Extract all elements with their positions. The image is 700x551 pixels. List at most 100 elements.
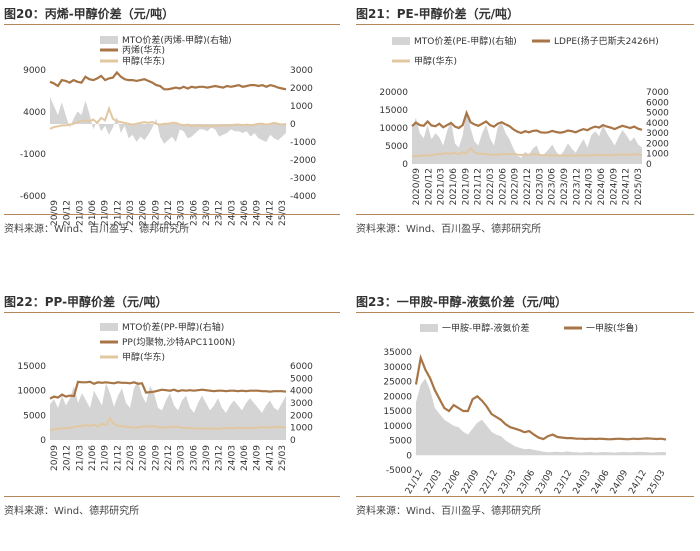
y-tick-right: 0 (290, 120, 296, 130)
y-tick-left: -5000 (386, 466, 412, 476)
x-tick: 24/09 (253, 200, 263, 226)
y-tick-left: 30000 (383, 363, 412, 373)
series-line (411, 109, 643, 135)
x-tick: 22/12 (164, 445, 174, 471)
x-tick: 21/09 (101, 200, 111, 226)
chart-source: 资料来源：Wind、百川盈孚、德邦研究所 (356, 506, 542, 517)
x-tick: 23/12 (215, 200, 225, 226)
series-area (416, 378, 666, 456)
x-tick: 22/06 (139, 445, 149, 471)
y-tick-right: 4000 (290, 387, 313, 397)
legend-swatch (100, 323, 118, 331)
y-tick-right: 7000 (646, 88, 669, 98)
chart-panel-1: 图20：丙烯-甲醇价差（元/吨） MTO价差(丙烯-甲醇)(右轴) 丙烯(华东) 甲… (4, 0, 344, 240)
x-tick: 23/09 (202, 200, 212, 226)
series-area (50, 97, 286, 144)
chart-panel-2: 图21：PE-甲醇价差（元/吨） MTO价差(PE-甲醇)(右轴) LDPE(扬子… (356, 0, 696, 240)
x-tick: 22/06 (139, 200, 149, 226)
x-tick: 2024/09 (609, 168, 619, 206)
y-tick-left: 20000 (383, 392, 412, 402)
x-tick: 21/12 (113, 200, 123, 226)
chart-title: 图22：PP-甲醇价差（元/吨） (4, 295, 168, 309)
y-tick-right: 6000 (290, 362, 313, 372)
y-tick-right: 2000 (290, 84, 313, 94)
title-rule (356, 24, 694, 25)
x-tick: 23/06 (189, 200, 199, 226)
x-tick: 2021/09 (461, 168, 471, 206)
y-tick-left: -1000 (20, 150, 46, 160)
y-tick-right: 1000 (290, 102, 313, 112)
x-tick: 2021/12 (474, 168, 484, 205)
y-tick-right: 4000 (646, 119, 669, 129)
y-tick-right: 5000 (290, 374, 313, 384)
x-tick: 23/03 (177, 445, 187, 471)
y-tick-right: -4000 (290, 192, 316, 202)
x-tick: 21/03 (75, 200, 85, 226)
y-tick-left: 9000 (23, 66, 46, 76)
legend-label: MTO价差(PE-甲醇)(右轴) (414, 35, 517, 47)
chart-source: 资料来源：Wind、德邦研究所 (4, 506, 140, 517)
y-tick-right: 0 (646, 160, 652, 170)
y-tick-left: 10000 (17, 387, 46, 397)
x-tick: 22/03 (126, 200, 136, 226)
legend-label: 一甲胺-甲醇-液氨价差 (442, 322, 530, 334)
x-tick: 23/09 (202, 445, 212, 471)
series-area (50, 380, 286, 440)
x-tick: 21/06 (88, 445, 98, 471)
title-rule (4, 312, 340, 313)
x-tick: 24/06 (240, 200, 250, 226)
x-tick: 2023/06 (548, 168, 558, 206)
x-tick: 23/03 (177, 200, 187, 226)
x-tick: 2024/12 (622, 168, 632, 205)
chart-svg: MTO价差(丙烯-甲醇)(右轴)丙烯(华东)甲醇(华东) 9000 4000 -100… (20, 34, 317, 226)
x-tick: 2020/09 (412, 168, 422, 206)
y-tick-left: 5000 (385, 142, 408, 152)
y-tick-right: 0 (290, 436, 296, 446)
y-tick-right: 6000 (646, 98, 669, 108)
source-rule (4, 496, 340, 497)
x-tick: 22/12 (164, 200, 174, 226)
x-tick: 2023/12 (572, 168, 582, 205)
x-tick: 21/03 (75, 445, 85, 471)
x-tick: 2024/03 (585, 168, 595, 205)
x-tick: 2022/03 (486, 168, 496, 205)
chart-title: 图21：PE-甲醇价差（元/吨） (356, 7, 520, 21)
y-tick-right: 1000 (290, 424, 313, 434)
x-tick: 25/03 (278, 200, 288, 226)
source-rule (356, 496, 694, 497)
legend-label: 甲醇(华东) (122, 55, 165, 67)
y-tick-right: 2000 (646, 139, 669, 149)
y-tick-left: 20000 (379, 88, 408, 98)
chart-svg: 一甲胺-甲醇-液氨价差 一甲胺(华鲁) 35000 30000 25000 20000 15… (383, 322, 668, 496)
x-tick: 25/03 (646, 469, 668, 496)
series-line (49, 105, 287, 130)
chart-panel-3: 图22：PP-甲醇价差（元/吨） MTO价差(PP-甲醇)(右轴) PP(均聚物,… (4, 290, 344, 550)
y-tick-left: 5000 (23, 411, 46, 421)
y-tick-left: 4000 (23, 108, 46, 118)
legend-label: 甲醇(华东) (414, 55, 457, 67)
y-tick-left: 0 (40, 436, 46, 446)
x-tick: 24/09 (253, 445, 263, 471)
series-line (411, 146, 643, 158)
x-tick: 20/09 (50, 445, 60, 471)
x-tick: 24/06 (240, 445, 250, 471)
y-tick-left: 0 (406, 451, 412, 461)
legend-label: MTO价差(PP-甲醇)(右轴) (122, 321, 224, 333)
chart-source: 资料来源：Wind、百川盈孚、德邦研究所 (4, 224, 190, 235)
y-tick-left: 15000 (17, 362, 46, 372)
legend-label: 甲醇(华东) (122, 351, 165, 363)
source-rule (4, 214, 340, 215)
y-tick-left: -6000 (20, 192, 46, 202)
x-tick: 2021/06 (449, 168, 459, 206)
y-tick-right: 1000 (646, 150, 669, 160)
x-tick: 24/12 (265, 445, 275, 471)
y-tick-left: 15000 (383, 407, 412, 417)
x-tick: 21/12 (113, 445, 123, 471)
legend-swatch (100, 36, 118, 44)
legend-label: 一甲胺(华鲁) (586, 322, 638, 334)
x-tick: 22/09 (151, 445, 161, 471)
x-tick: 2021/03 (437, 168, 447, 205)
legend-label: LDPE(扬子巴斯夫2426H) (554, 35, 659, 47)
y-tick-right: -3000 (290, 174, 316, 184)
y-tick-left: 10000 (379, 124, 408, 134)
